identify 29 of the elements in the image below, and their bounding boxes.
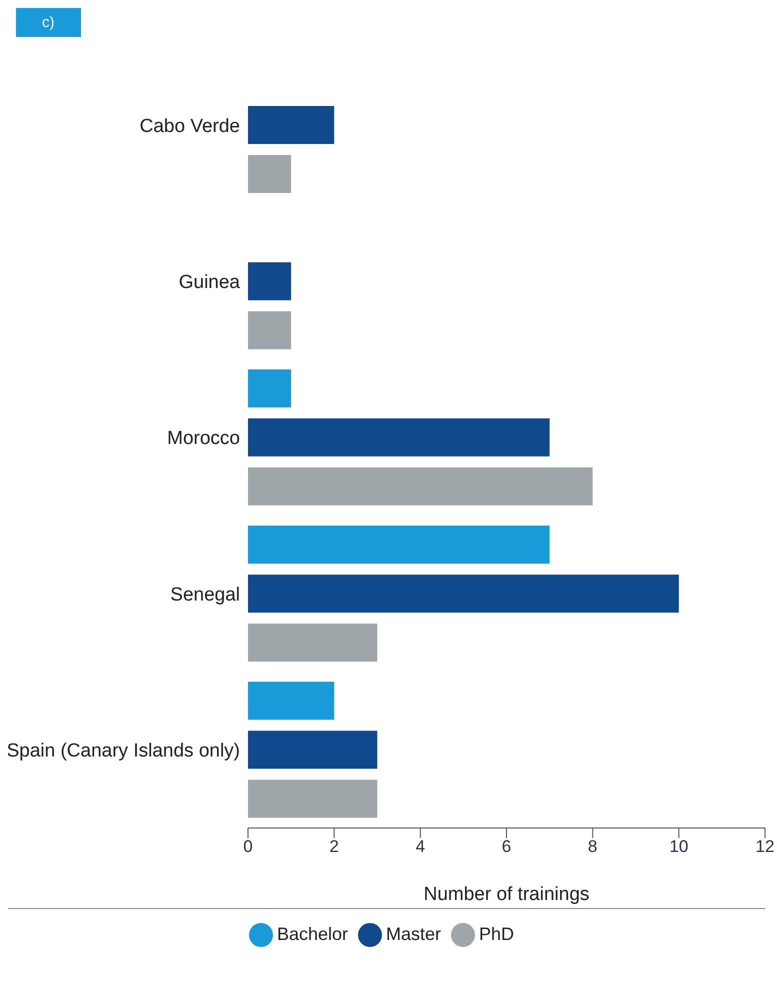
text: c) xyxy=(16,8,80,37)
y-tick-label: Guinea xyxy=(178,272,240,294)
bar xyxy=(248,780,378,818)
x-tick-label: 10 xyxy=(669,837,688,856)
bar xyxy=(248,467,593,506)
bar xyxy=(248,526,550,564)
bar xyxy=(248,369,292,408)
bar xyxy=(248,106,334,144)
bar xyxy=(248,624,378,662)
y-tick-label: Morocco xyxy=(167,428,240,450)
bar xyxy=(248,682,334,720)
x-tick-label: 4 xyxy=(416,837,426,856)
bar xyxy=(248,262,292,300)
x-tick-label: 6 xyxy=(502,837,512,856)
bar xyxy=(248,574,679,613)
y-tick-label: Senegal xyxy=(170,584,240,606)
bar xyxy=(248,155,292,193)
legend-label: Master xyxy=(386,924,442,944)
y-tick-label: Cabo Verde xyxy=(140,116,240,137)
x-tick-label: 0 xyxy=(243,837,253,856)
x-axis-title: Number of trainings xyxy=(424,884,590,905)
bar xyxy=(248,730,378,769)
legend-label: Bachelor xyxy=(276,924,348,944)
x-tick-label: 8 xyxy=(588,837,598,856)
bar xyxy=(248,311,292,350)
x-tick-label: 12 xyxy=(756,837,774,856)
bar xyxy=(248,418,550,456)
x-tick-label: 2 xyxy=(329,837,339,856)
legend-label: PhD xyxy=(479,924,514,944)
